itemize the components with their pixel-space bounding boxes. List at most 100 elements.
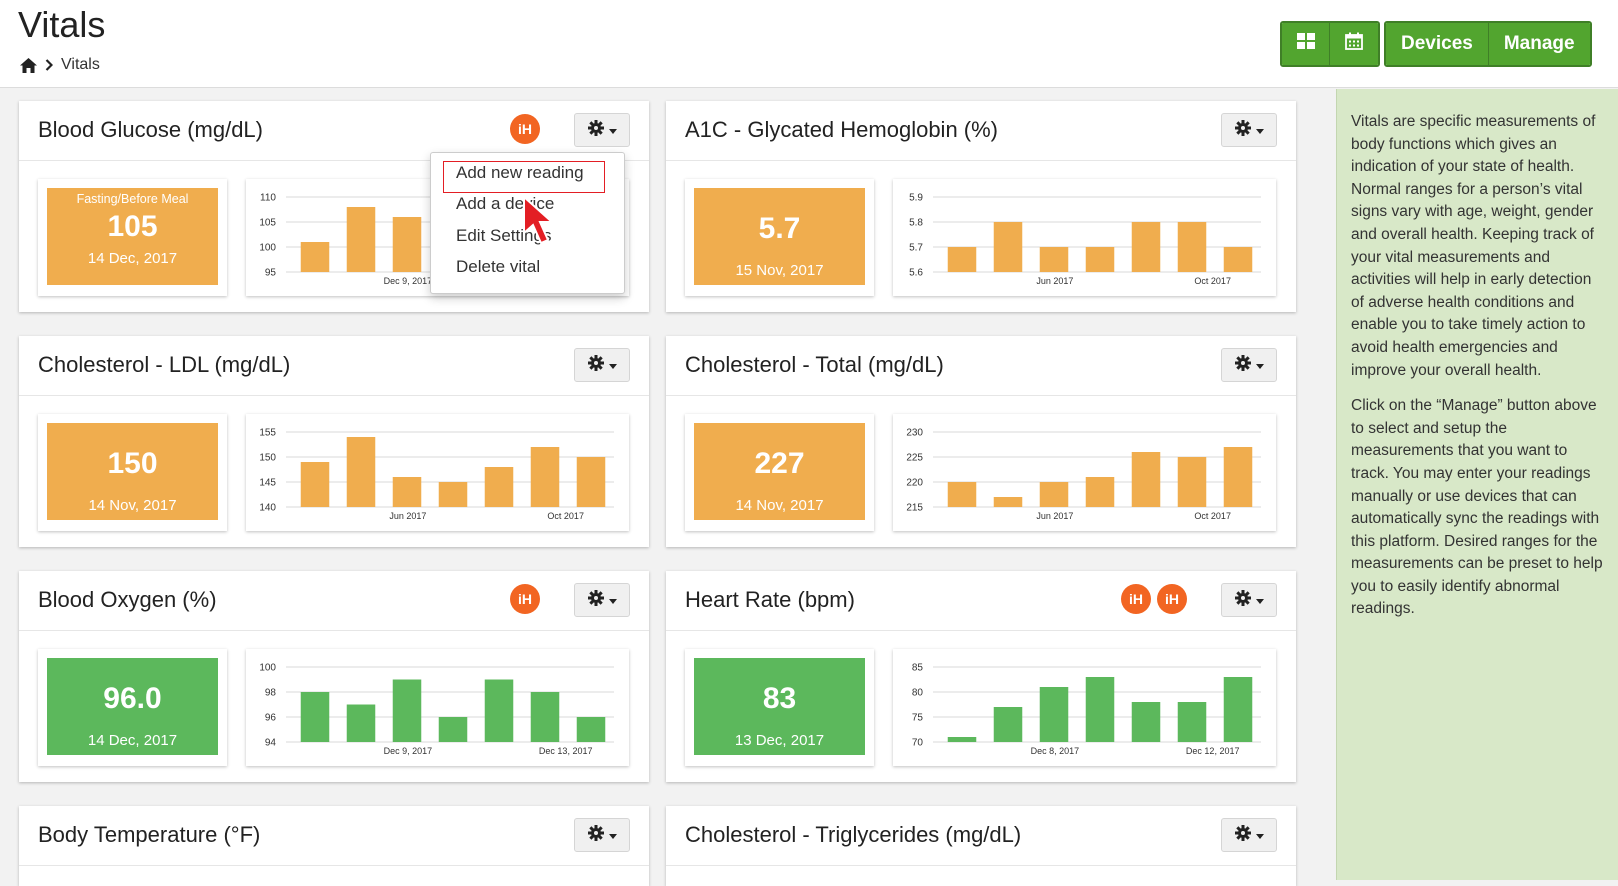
chart-bar[interactable] (438, 717, 468, 742)
chart-bar[interactable] (1223, 247, 1253, 272)
ih-badge-icon[interactable]: iH (510, 584, 540, 614)
menu-item-delete-vital[interactable]: Delete vital (456, 257, 541, 276)
value-label: Fasting/Before Meal (76, 192, 189, 206)
card-settings-button[interactable] (1221, 348, 1277, 382)
history-chart: 100 98 96 94 Dec 9, 2017 Dec 13, 2017 (246, 649, 629, 766)
chart-bar[interactable] (300, 242, 330, 272)
chart-bar[interactable] (530, 692, 560, 742)
chart-bar[interactable] (438, 482, 468, 507)
chart-bar[interactable] (530, 447, 560, 507)
chart-bar[interactable] (1177, 457, 1207, 507)
latest-date: 14 Nov, 2017 (735, 497, 824, 514)
devices-button[interactable]: Devices (1386, 23, 1489, 65)
chart-bar[interactable] (1085, 477, 1115, 507)
home-icon[interactable] (20, 57, 37, 73)
vital-card: Heart Rate (bpm) iH iH 83 13 Dec, 2017 85 80 75… (666, 571, 1296, 782)
ih-badge-icon[interactable]: iH (1157, 584, 1187, 614)
card-settings-button[interactable] (574, 113, 630, 147)
chart-bar[interactable] (1131, 452, 1161, 507)
caret-down-icon (1255, 591, 1264, 609)
bar-chart: 85 80 75 70 Dec 8, 2017 Dec 12, 2017 (912, 663, 1261, 756)
latest-value-box[interactable]: 83 13 Dec, 2017 (685, 649, 874, 766)
header-actions: Devices Manage (1384, 21, 1592, 67)
y-tick-label: 100 (259, 663, 276, 674)
latest-value-box[interactable]: 5.7 15 Nov, 2017 (685, 179, 874, 296)
chart-bar[interactable] (392, 217, 422, 272)
chart-bar[interactable] (1131, 702, 1161, 742)
chart-bar[interactable] (300, 462, 330, 507)
vital-card: Cholesterol - Total (mg/dL) 227 14 Nov, 20… (666, 336, 1296, 547)
card-title: A1C - Glycated Hemoglobin (%) (685, 117, 999, 142)
x-tick-label: Dec 9, 2017 (384, 746, 433, 756)
card-settings-button[interactable] (1221, 818, 1277, 852)
card-settings-button[interactable] (574, 583, 630, 617)
y-tick-label: 150 (259, 453, 276, 464)
chart-bar[interactable] (346, 704, 376, 743)
chart-bar[interactable] (1223, 677, 1253, 742)
gear-icon (1234, 354, 1251, 376)
latest-value-tile: 227 14 Nov, 2017 (694, 423, 865, 520)
latest-value-box[interactable]: 150 14 Nov, 2017 (38, 414, 227, 531)
page-header: Vitals Vitals Devices Manage (0, 0, 1618, 88)
card-settings-button[interactable] (574, 818, 630, 852)
manage-button[interactable]: Manage (1488, 23, 1590, 65)
card-title: Body Temperature (°F) (38, 822, 261, 847)
chart-bar[interactable] (484, 679, 514, 743)
latest-value-tile: 83 13 Dec, 2017 (694, 658, 865, 755)
grid-view-button[interactable] (1282, 23, 1330, 65)
caret-down-icon (1255, 356, 1264, 374)
latest-date: 14 Dec, 2017 (87, 732, 178, 749)
chart-bar[interactable] (1223, 447, 1253, 507)
chart-bar[interactable] (1039, 482, 1069, 507)
latest-value-box[interactable]: 96.0 14 Dec, 2017 (38, 649, 227, 766)
y-tick-label: 5.9 (909, 193, 923, 204)
chart-bar[interactable] (346, 437, 376, 507)
y-tick-label: 215 (906, 503, 923, 514)
chart-bar[interactable] (576, 717, 606, 742)
chart-bar[interactable] (947, 247, 977, 272)
history-chart: 5.9 5.8 5.7 5.6 Jun 2017 Oct 2017 (893, 179, 1276, 296)
ih-badge-icon[interactable]: iH (510, 114, 540, 144)
chart-bar[interactable] (484, 467, 514, 507)
card-header: Cholesterol - Triglycerides (mg/dL) (666, 806, 1296, 866)
y-tick-label: 80 (912, 688, 924, 699)
chart-bar[interactable] (1039, 247, 1069, 272)
card-header: Cholesterol - Total (mg/dL) (666, 336, 1296, 396)
chart-bar[interactable] (346, 207, 376, 272)
card-settings-button[interactable] (1221, 113, 1277, 147)
card-body: 83 13 Dec, 2017 85 80 75 70 Dec 8, 2017 Dec 12,… (666, 631, 1296, 789)
caret-down-icon (1255, 121, 1264, 139)
chart-bar[interactable] (576, 457, 606, 507)
chart-bar[interactable] (947, 737, 977, 742)
chart-bar[interactable] (1177, 702, 1207, 742)
chart-bar[interactable] (1177, 222, 1207, 272)
chart-bar[interactable] (1085, 247, 1115, 272)
chart-bar[interactable] (993, 222, 1023, 272)
ih-badge-icon[interactable]: iH (1121, 584, 1151, 614)
card-settings-button[interactable] (1221, 583, 1277, 617)
chart-bar[interactable] (993, 707, 1023, 742)
card-body: 227 14 Nov, 2017 230 225 220 215 Jun 2017 Oct 2… (666, 396, 1296, 554)
card-title: Blood Oxygen (%) (38, 587, 217, 612)
y-tick-label: 145 (259, 478, 276, 489)
card-settings-button[interactable] (574, 348, 630, 382)
latest-value-box[interactable]: Fasting/Before Meal 105 14 Dec, 2017 (38, 179, 227, 296)
x-tick-label: Oct 2017 (547, 511, 584, 521)
calendar-view-button[interactable] (1330, 23, 1378, 65)
chart-bar[interactable] (1039, 687, 1069, 742)
chart-bar[interactable] (392, 477, 422, 507)
latest-value: 5.7 (758, 212, 801, 245)
chart-bar[interactable] (1131, 222, 1161, 272)
chart-bar[interactable] (1085, 677, 1115, 742)
menu-item-add-new-reading[interactable]: Add new reading (456, 163, 584, 182)
chart-bar[interactable] (993, 497, 1023, 507)
chart-bar[interactable] (300, 692, 330, 742)
chart-bar[interactable] (392, 679, 422, 743)
y-tick-label: 220 (906, 478, 923, 489)
grid-icon (1296, 33, 1315, 55)
card-body: 150 14 Nov, 2017 155 150 145 140 Jun 2017 Oct 2… (19, 396, 649, 554)
latest-value-box[interactable]: 227 14 Nov, 2017 (685, 414, 874, 531)
y-tick-label: 5.6 (909, 268, 923, 279)
gear-icon (587, 354, 604, 376)
chart-bar[interactable] (947, 482, 977, 507)
